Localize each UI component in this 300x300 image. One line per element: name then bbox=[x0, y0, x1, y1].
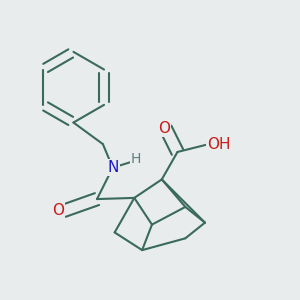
Text: O: O bbox=[52, 203, 64, 218]
Text: OH: OH bbox=[207, 136, 230, 152]
Text: N: N bbox=[107, 160, 118, 175]
Text: H: H bbox=[131, 152, 141, 166]
Text: O: O bbox=[158, 121, 170, 136]
